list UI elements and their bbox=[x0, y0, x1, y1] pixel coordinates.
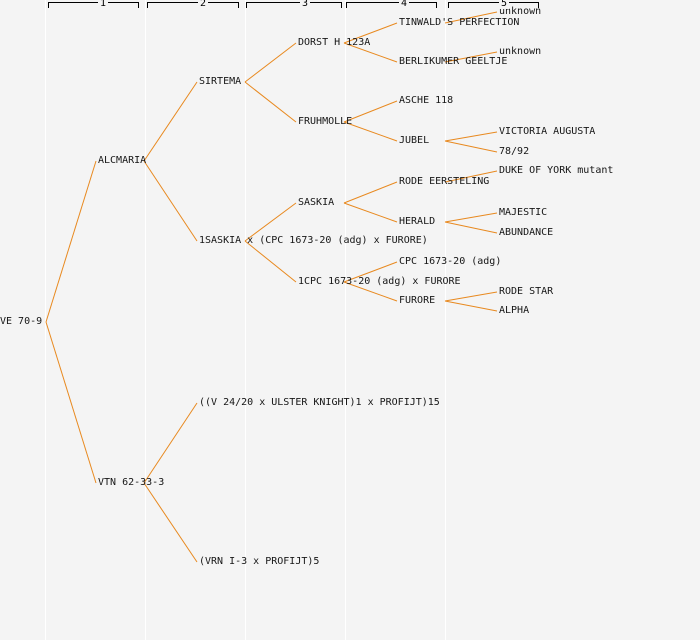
edge-saskia-to-herald bbox=[343, 202, 398, 223]
pedigree-node-vrn-cross[interactable]: (VRN I-3 x PROFIJT)5 bbox=[199, 556, 320, 567]
pedigree-node-tinwalds-perfection[interactable]: TINWALD'S PERFECTION bbox=[399, 17, 520, 28]
column-gridline-1 bbox=[45, 0, 46, 640]
generation-number-4: 4 bbox=[399, 0, 410, 9]
edge-cpc-cross-to-furore bbox=[343, 281, 398, 302]
edge-furore-to-rode-star bbox=[444, 291, 498, 302]
pedigree-node-victoria-augusta[interactable]: VICTORIA AUGUSTA bbox=[499, 126, 596, 137]
edge-herald-to-abundance bbox=[444, 221, 498, 234]
pedigree-node-cpc-cross[interactable]: 1CPC 1673-20 (adg) x FURORE bbox=[298, 276, 461, 287]
pedigree-node-furore[interactable]: FURORE bbox=[399, 295, 436, 306]
edge-alcmaria-to-sirtema bbox=[143, 81, 198, 162]
edge-vtn-62-33-3-to-v24-20-cross bbox=[143, 402, 198, 484]
edge-ve-70-9-to-alcmaria bbox=[45, 160, 97, 323]
edge-fruhmolle-to-jubel bbox=[343, 121, 398, 142]
pedigree-node-fruhmolle[interactable]: FRUHMOLLE bbox=[298, 116, 353, 127]
pedigree-node-sirtema[interactable]: SIRTEMA bbox=[199, 76, 242, 87]
edge-sirtema-to-dorst-h-123a bbox=[244, 42, 297, 83]
pedigree-node-abundance[interactable]: ABUNDANCE bbox=[499, 227, 554, 238]
pedigree-node-duke-of-york-mutant[interactable]: DUKE OF YORK mutant bbox=[499, 165, 614, 176]
pedigree-node-alpha[interactable]: ALPHA bbox=[499, 305, 530, 316]
edge-dorst-h-123a-to-tinwalds-perfection bbox=[343, 22, 398, 44]
edge-jubel-to-victoria-augusta bbox=[444, 131, 498, 142]
edge-rode-eersteling-to-duke-of-york-mutant bbox=[444, 170, 498, 183]
edge-tinwalds-perfection-to-unknown-1 bbox=[444, 11, 498, 24]
pedigree-node-alcmaria[interactable]: ALCMARIA bbox=[98, 155, 147, 166]
generation-bracket-2: 2 bbox=[147, 0, 239, 9]
edge-saskia-cross-to-saskia bbox=[244, 202, 297, 242]
pedigree-node-unknown-1[interactable]: unknown bbox=[499, 6, 542, 17]
generation-bracket-1: 1 bbox=[48, 0, 139, 9]
pedigree-node-dorst-h-123a[interactable]: DORST H 123A bbox=[298, 37, 371, 48]
edge-saskia-to-rode-eersteling bbox=[343, 181, 398, 204]
column-gridline-4 bbox=[345, 0, 346, 640]
pedigree-node-saskia-cross[interactable]: 1SASKIA x (CPC 1673-20 (adg) x FURORE) bbox=[199, 235, 428, 246]
pedigree-node-saskia[interactable]: SASKIA bbox=[298, 197, 335, 208]
pedigree-node-ve-70-9[interactable]: VE 70-9 bbox=[0, 316, 43, 327]
pedigree-node-berlikumer-geeltje[interactable]: BERLIKUMER GEELTJE bbox=[399, 56, 508, 67]
generation-number-3: 3 bbox=[300, 0, 311, 9]
edge-alcmaria-to-saskia-cross bbox=[143, 160, 198, 242]
pedigree-node-rode-eersteling[interactable]: RODE EERSTELING bbox=[399, 176, 490, 187]
edge-sirtema-to-fruhmolle bbox=[244, 81, 297, 123]
edge-vtn-62-33-3-to-vrn-cross bbox=[143, 482, 198, 563]
edge-jubel-to-78-92 bbox=[444, 140, 498, 153]
pedigree-node-herald[interactable]: HERALD bbox=[399, 216, 436, 227]
edge-berlikumer-geeltje-to-unknown-2 bbox=[444, 51, 498, 63]
edge-dorst-h-123a-to-berlikumer-geeltje bbox=[343, 42, 398, 63]
edge-saskia-cross-to-cpc-cross bbox=[244, 240, 297, 283]
edge-cpc-cross-to-cpc-1673-20-adg bbox=[343, 261, 398, 283]
generation-number-2: 2 bbox=[198, 0, 209, 9]
edge-furore-to-alpha bbox=[444, 300, 498, 312]
pedigree-node-rode-star[interactable]: RODE STAR bbox=[499, 286, 554, 297]
edge-ve-70-9-to-vtn-62-33-3 bbox=[45, 321, 97, 484]
generation-number-5: 5 bbox=[499, 0, 510, 9]
pedigree-node-v24-20-cross[interactable]: ((V 24/20 x ULSTER KNIGHT)1 x PROFIJT)15 bbox=[199, 397, 440, 408]
pedigree-node-cpc-1673-20-adg[interactable]: CPC 1673-20 (adg) bbox=[399, 256, 502, 267]
pedigree-node-78-92[interactable]: 78/92 bbox=[499, 146, 530, 157]
generation-bracket-5: 5 bbox=[448, 0, 539, 9]
edge-fruhmolle-to-asche-118 bbox=[343, 100, 398, 123]
generation-number-1: 1 bbox=[98, 0, 109, 9]
pedigree-node-vtn-62-33-3[interactable]: VTN 62-33-3 bbox=[98, 477, 165, 488]
generation-bracket-3: 3 bbox=[246, 0, 342, 9]
pedigree-node-unknown-2[interactable]: unknown bbox=[499, 46, 542, 57]
edge-herald-to-majestic bbox=[444, 212, 498, 223]
pedigree-node-majestic[interactable]: MAJESTIC bbox=[499, 207, 548, 218]
pedigree-node-asche-118[interactable]: ASCHE 118 bbox=[399, 95, 454, 106]
column-gridline-2 bbox=[145, 0, 146, 640]
pedigree-node-jubel[interactable]: JUBEL bbox=[399, 135, 430, 146]
column-gridline-5 bbox=[445, 0, 446, 640]
column-gridline-3 bbox=[245, 0, 246, 640]
generation-bracket-4: 4 bbox=[346, 0, 437, 9]
